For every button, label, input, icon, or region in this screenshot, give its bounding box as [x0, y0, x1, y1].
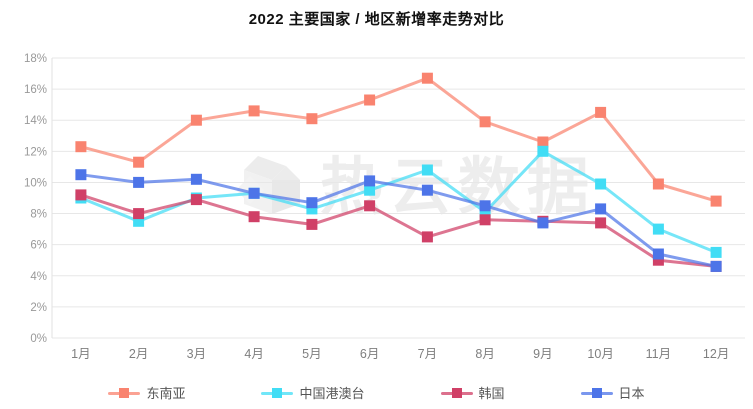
y-axis-tick-label: 12%	[24, 146, 47, 158]
y-axis-tick-label: 18%	[24, 53, 47, 65]
data-point-marker	[479, 214, 491, 226]
data-point-marker	[133, 208, 145, 220]
legend-line-marker-icon	[108, 387, 141, 398]
legend-item-1[interactable]: 东南亚	[108, 383, 185, 402]
data-point-marker	[595, 217, 607, 229]
data-point-marker	[190, 114, 202, 126]
chart-title: 2022 主要国家 / 地区新增率走势对比	[248, 11, 505, 28]
series-line-3	[79, 193, 718, 268]
data-point-marker	[652, 178, 664, 190]
data-point-marker	[133, 215, 145, 227]
data-point-marker	[537, 136, 549, 148]
x-axis-tick-label: 7月	[418, 347, 437, 361]
series-line-4	[79, 173, 718, 268]
x-axis-tick-label: 4月	[244, 347, 263, 361]
data-point-marker	[306, 203, 318, 215]
legend-item-2[interactable]: 中国港澳台	[261, 383, 365, 402]
data-point-marker	[595, 203, 607, 215]
data-point-marker	[595, 106, 607, 118]
data-point-marker	[421, 72, 433, 84]
data-point-marker	[248, 187, 260, 199]
data-point-marker	[421, 184, 433, 196]
data-point-marker	[75, 141, 87, 153]
x-axis-tick-label: 3月	[187, 347, 206, 361]
y-axis-tick-label: 2%	[30, 302, 47, 314]
data-point-marker	[364, 200, 376, 212]
data-point-marker	[710, 260, 722, 272]
data-point-marker	[364, 175, 376, 187]
data-point-marker	[75, 169, 87, 181]
data-point-marker	[306, 197, 318, 209]
legend-label: 日本	[618, 386, 645, 401]
data-point-marker	[364, 184, 376, 196]
x-axis-tick-label: 6月	[360, 347, 379, 361]
data-point-marker	[75, 189, 87, 201]
data-point-marker	[652, 248, 664, 260]
series-line-1	[79, 76, 718, 203]
data-point-marker	[364, 94, 376, 106]
data-point-marker	[537, 217, 549, 229]
data-point-marker	[248, 211, 260, 223]
data-point-marker	[710, 195, 722, 207]
x-axis-tick-label: 10月	[587, 347, 613, 361]
data-point-marker	[248, 105, 260, 117]
legend-square-icon	[591, 387, 602, 398]
data-point-marker	[306, 218, 318, 230]
data-point-marker	[652, 254, 664, 266]
legend-item-4[interactable]: 日本	[580, 383, 645, 402]
data-point-marker	[421, 164, 433, 176]
x-axis-tick-label: 9月	[533, 347, 552, 361]
data-point-marker	[190, 194, 202, 206]
y-axis-tick-label: 6%	[30, 240, 47, 252]
data-point-marker	[479, 206, 491, 218]
legend-item-3[interactable]: 韩国	[440, 383, 505, 402]
y-axis-tick-label: 8%	[30, 209, 47, 221]
y-axis-tick-label: 4%	[30, 271, 47, 283]
data-point-marker	[595, 178, 607, 190]
legend-square-icon	[272, 387, 283, 398]
y-axis-tick-label: 0%	[30, 333, 47, 345]
x-axis-tick-label: 2月	[129, 347, 148, 361]
legend-label: 东南亚	[146, 386, 186, 401]
data-point-marker	[652, 223, 664, 235]
x-axis-tick-label: 11月	[646, 347, 671, 361]
legend-square-icon	[451, 387, 462, 398]
data-point-marker	[479, 200, 491, 212]
y-axis-tick-label: 10%	[24, 177, 47, 189]
legend-square-icon	[119, 387, 130, 398]
y-axis-tick-label: 14%	[24, 115, 47, 127]
legend-line-marker-icon	[440, 387, 473, 398]
data-point-marker	[479, 116, 491, 128]
line-chart: 0% 2% 4% 6% 8% 10% 12% 14% 16% 18% 1月 2月 3月 4月 5月 6月 7月 8…	[24, 53, 745, 361]
y-axis-tick-label: 16%	[24, 84, 47, 96]
legend-label: 韩国	[478, 386, 505, 401]
x-axis-tick-label: 12月	[703, 347, 729, 361]
data-point-marker	[190, 173, 202, 185]
legend-label: 中国港澳台	[299, 386, 365, 401]
x-axis-tick-label: 5月	[302, 347, 321, 361]
data-point-marker	[133, 156, 145, 168]
x-axis-tick-label: 1月	[71, 347, 90, 361]
data-point-marker	[710, 246, 722, 258]
chart-legend: 东南亚 中国港澳台 韩国 日本	[0, 383, 753, 402]
x-axis-tick-label: 8月	[475, 347, 494, 361]
data-point-marker	[421, 231, 433, 243]
data-point-marker	[537, 145, 549, 157]
legend-line-marker-icon	[261, 387, 294, 398]
data-point-marker	[133, 176, 145, 188]
data-point-marker	[306, 113, 318, 125]
legend-line-marker-icon	[580, 387, 613, 398]
